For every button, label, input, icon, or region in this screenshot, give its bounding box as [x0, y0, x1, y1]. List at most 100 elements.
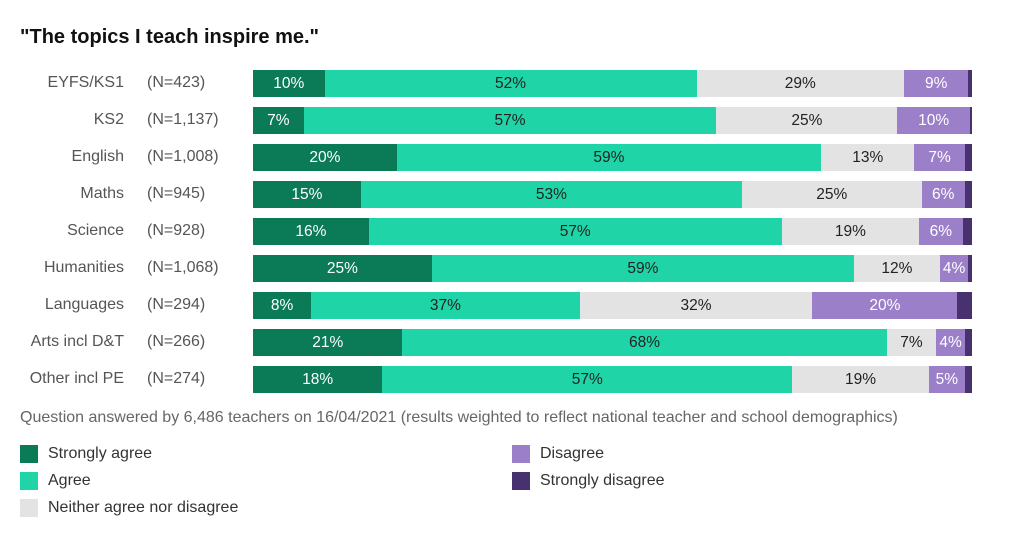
bar-segment — [253, 329, 403, 356]
data-label: 20% — [309, 149, 341, 166]
bar-segment — [919, 218, 963, 245]
data-label: 7% — [900, 334, 923, 351]
bar-segment — [253, 181, 361, 208]
bar-segment — [968, 70, 972, 97]
bar-segment — [303, 107, 717, 134]
legend-item: Disagree — [512, 445, 604, 463]
n-label: (N=1,068) — [147, 259, 219, 276]
data-label: 7% — [267, 112, 290, 129]
bar-segment — [253, 292, 312, 319]
bar-segment — [253, 255, 432, 282]
bar-segment — [368, 218, 782, 245]
data-label: 57% — [494, 112, 526, 129]
chart-note: Question answered by 6,486 teachers on 1… — [20, 409, 898, 426]
n-label: (N=1,008) — [147, 148, 219, 165]
bar-segment — [853, 255, 940, 282]
bar-segment — [936, 329, 965, 356]
n-label: (N=266) — [147, 333, 206, 350]
bar-segment — [792, 366, 929, 393]
bar-segment — [928, 366, 965, 393]
data-label: 20% — [869, 297, 901, 314]
bar-segment — [431, 255, 854, 282]
category-label: Science — [67, 222, 124, 239]
bar-segment — [382, 366, 793, 393]
bar-segment — [964, 144, 972, 171]
n-label: (N=1,137) — [147, 111, 219, 128]
data-label: 57% — [559, 223, 591, 240]
data-label: 32% — [680, 297, 712, 314]
bar-segment — [957, 292, 972, 319]
legend-label: Neither agree nor disagree — [48, 499, 239, 516]
bar-segment — [253, 144, 397, 171]
data-label: 19% — [834, 223, 866, 240]
data-label: 7% — [928, 149, 951, 166]
category-label: EYFS/KS1 — [47, 74, 124, 91]
data-label: 6% — [929, 223, 953, 240]
legend-swatch — [20, 445, 38, 463]
legend-item: Strongly agree — [20, 445, 152, 463]
data-label: 25% — [326, 260, 358, 277]
data-label: 18% — [302, 371, 334, 388]
legend-swatch — [20, 472, 38, 490]
data-label: 10% — [918, 112, 950, 129]
legend-label: Disagree — [540, 445, 605, 462]
legend-label: Strongly disagree — [540, 472, 665, 489]
bar-segment — [968, 255, 972, 282]
bar-segment — [921, 181, 965, 208]
bar-segment — [962, 218, 972, 245]
bar-segment — [716, 107, 898, 134]
data-label: 37% — [429, 297, 461, 314]
bar-segment — [939, 255, 969, 282]
legend-item: Agree — [20, 472, 91, 490]
data-label: 8% — [270, 297, 294, 314]
data-label: 10% — [273, 75, 305, 92]
bar-segment — [360, 181, 742, 208]
data-label: 25% — [791, 112, 823, 129]
bar-segment — [904, 70, 969, 97]
bar-segment — [886, 329, 937, 356]
bar-segment — [696, 70, 905, 97]
n-label: (N=928) — [147, 222, 206, 239]
data-label: 21% — [312, 334, 344, 351]
data-label: 13% — [852, 149, 884, 166]
bar-segment — [741, 181, 922, 208]
data-label: 52% — [495, 75, 527, 92]
legend-item: Neither agree nor disagree — [20, 499, 238, 517]
data-label: 12% — [881, 260, 913, 277]
legend-item: Strongly disagree — [512, 472, 665, 490]
legend-label: Agree — [48, 472, 91, 489]
bar-segment — [969, 107, 972, 134]
n-label: (N=274) — [147, 370, 206, 387]
bar-segment — [964, 181, 972, 208]
data-label: 9% — [925, 75, 948, 92]
data-label: 59% — [593, 149, 625, 166]
legend-swatch — [512, 472, 530, 490]
data-label: 19% — [845, 371, 877, 388]
bar-segment — [964, 366, 972, 393]
chart-title: "The topics I teach inspire me." — [20, 26, 320, 48]
bar-segment — [253, 70, 325, 97]
bar-segment — [821, 144, 915, 171]
data-label: 16% — [295, 223, 327, 240]
data-label: 29% — [784, 75, 816, 92]
legend-swatch — [20, 499, 38, 517]
category-label: KS2 — [93, 111, 124, 128]
data-label: 5% — [935, 371, 959, 388]
bar-segment — [311, 292, 580, 319]
bar-segment — [579, 292, 813, 319]
data-label: 53% — [535, 186, 567, 203]
category-label: Other incl PE — [29, 370, 124, 387]
bar-segment — [812, 292, 958, 319]
bar-segment — [253, 218, 369, 245]
n-label: (N=945) — [147, 185, 206, 202]
n-label: (N=423) — [147, 74, 206, 91]
category-label: Arts incl D&T — [30, 333, 124, 350]
data-label: 25% — [816, 186, 848, 203]
bar-segment — [253, 366, 383, 393]
data-label: 4% — [939, 334, 962, 351]
legend-swatch — [512, 445, 530, 463]
n-label: (N=294) — [147, 296, 206, 313]
bar-segment — [781, 218, 920, 245]
data-label: 57% — [571, 371, 603, 388]
data-label: 59% — [627, 260, 659, 277]
